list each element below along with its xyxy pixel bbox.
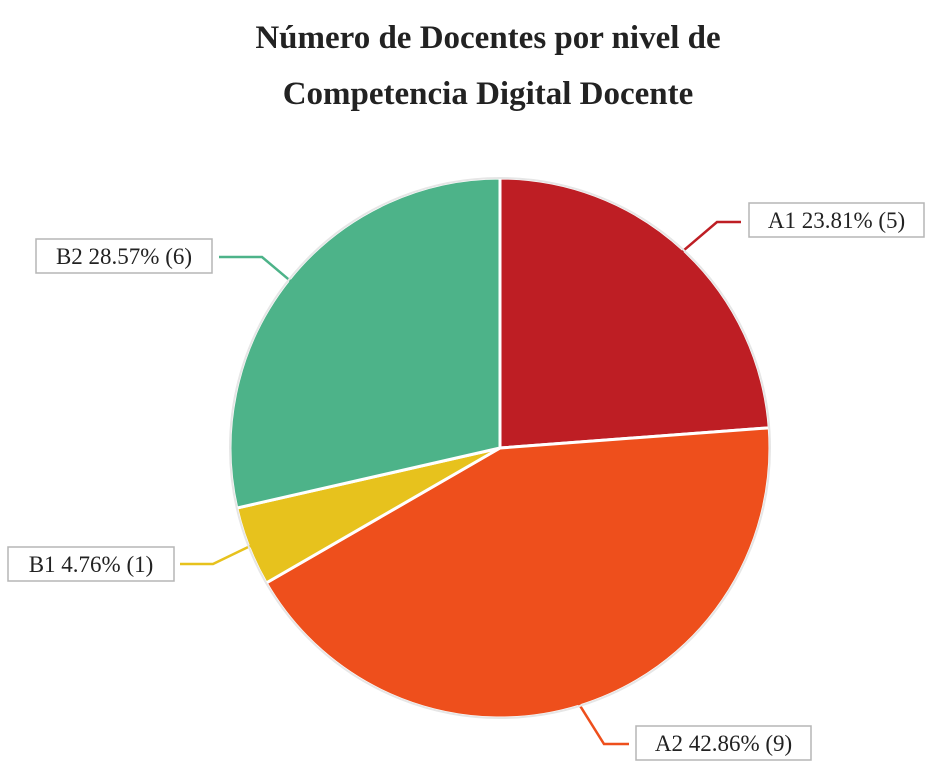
leader-line-a1: [681, 220, 741, 253]
pie-slice-a1: [498, 176, 771, 450]
leader-line-a2: [577, 703, 629, 746]
data-label-box-b1: [7, 546, 175, 582]
data-label-b2: B2 28.57% (6): [56, 244, 192, 269]
chart-title: Número de Docentes por nivel de Competen…: [0, 10, 927, 122]
data-label-box-b2: [35, 238, 213, 274]
chart-title-line-2: Competencia Digital Docente: [282, 76, 694, 112]
pie-slice-b2: [228, 176, 502, 510]
leader-line-b2: [219, 255, 292, 282]
data-label-a2: A2 42.86% (9): [655, 731, 792, 756]
data-label-a1: A1 23.81% (5): [768, 208, 905, 233]
data-label-b1: B1 4.76% (1): [29, 552, 154, 577]
data-label-box-a2: [635, 725, 812, 761]
leader-line-b1: [180, 544, 252, 566]
data-label-box-a1: [748, 202, 925, 238]
pie-outline: [229, 177, 771, 719]
chart-title-line-1: Número de Docentes por nivel de: [255, 20, 721, 56]
